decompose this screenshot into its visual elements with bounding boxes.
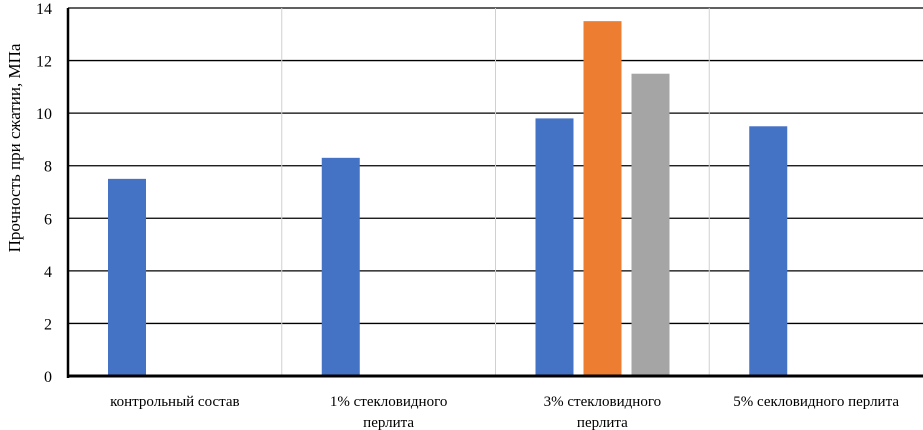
bars — [108, 21, 788, 377]
x-category-label-line: 1% стекловидного — [330, 394, 447, 410]
y-tick-label: 8 — [44, 159, 52, 176]
y-tick-label: 12 — [36, 54, 52, 71]
bar-series1-cat4 — [749, 126, 788, 377]
y-tick-label: 14 — [36, 1, 52, 18]
y-tick-label: 10 — [36, 106, 52, 123]
axes — [66, 8, 923, 378]
y-tick-label: 0 — [44, 369, 52, 386]
y-tick-label: 4 — [44, 264, 52, 281]
x-category-label-line: перлита — [577, 415, 628, 430]
x-category-label: 1% стекловидного перлита — [330, 394, 447, 430]
bar-series1-cat2 — [321, 157, 360, 376]
bar-series1-cat1 — [108, 178, 146, 376]
y-tick-label: 6 — [44, 211, 52, 228]
x-category-label: 5% секловидного перлита — [733, 394, 899, 410]
y-tick-label: 2 — [44, 316, 52, 333]
x-category-label-line: перлита — [363, 415, 414, 430]
y-axis-title: Прочность при сжатии, МПа — [5, 43, 24, 252]
x-category-label-line: 3% стекловидного — [544, 394, 661, 410]
bar-series2-cat3 — [583, 21, 622, 377]
y-tick-labels: 0 2 4 6 8 10 12 14 — [36, 1, 52, 386]
x-category-label-line: контрольный состав — [110, 394, 239, 410]
x-category-labels: контрольный состав 1% стекловидного перлит… — [110, 394, 899, 430]
x-category-label-line: 5% секловидного перлита — [733, 394, 899, 410]
category-separators — [281, 8, 710, 376]
x-category-label: 3% стекловидного перлита — [544, 394, 661, 430]
x-category-label: контрольный состав — [110, 394, 239, 410]
bar-series1-cat3 — [535, 118, 574, 377]
bar-series3-cat3 — [631, 73, 670, 376]
